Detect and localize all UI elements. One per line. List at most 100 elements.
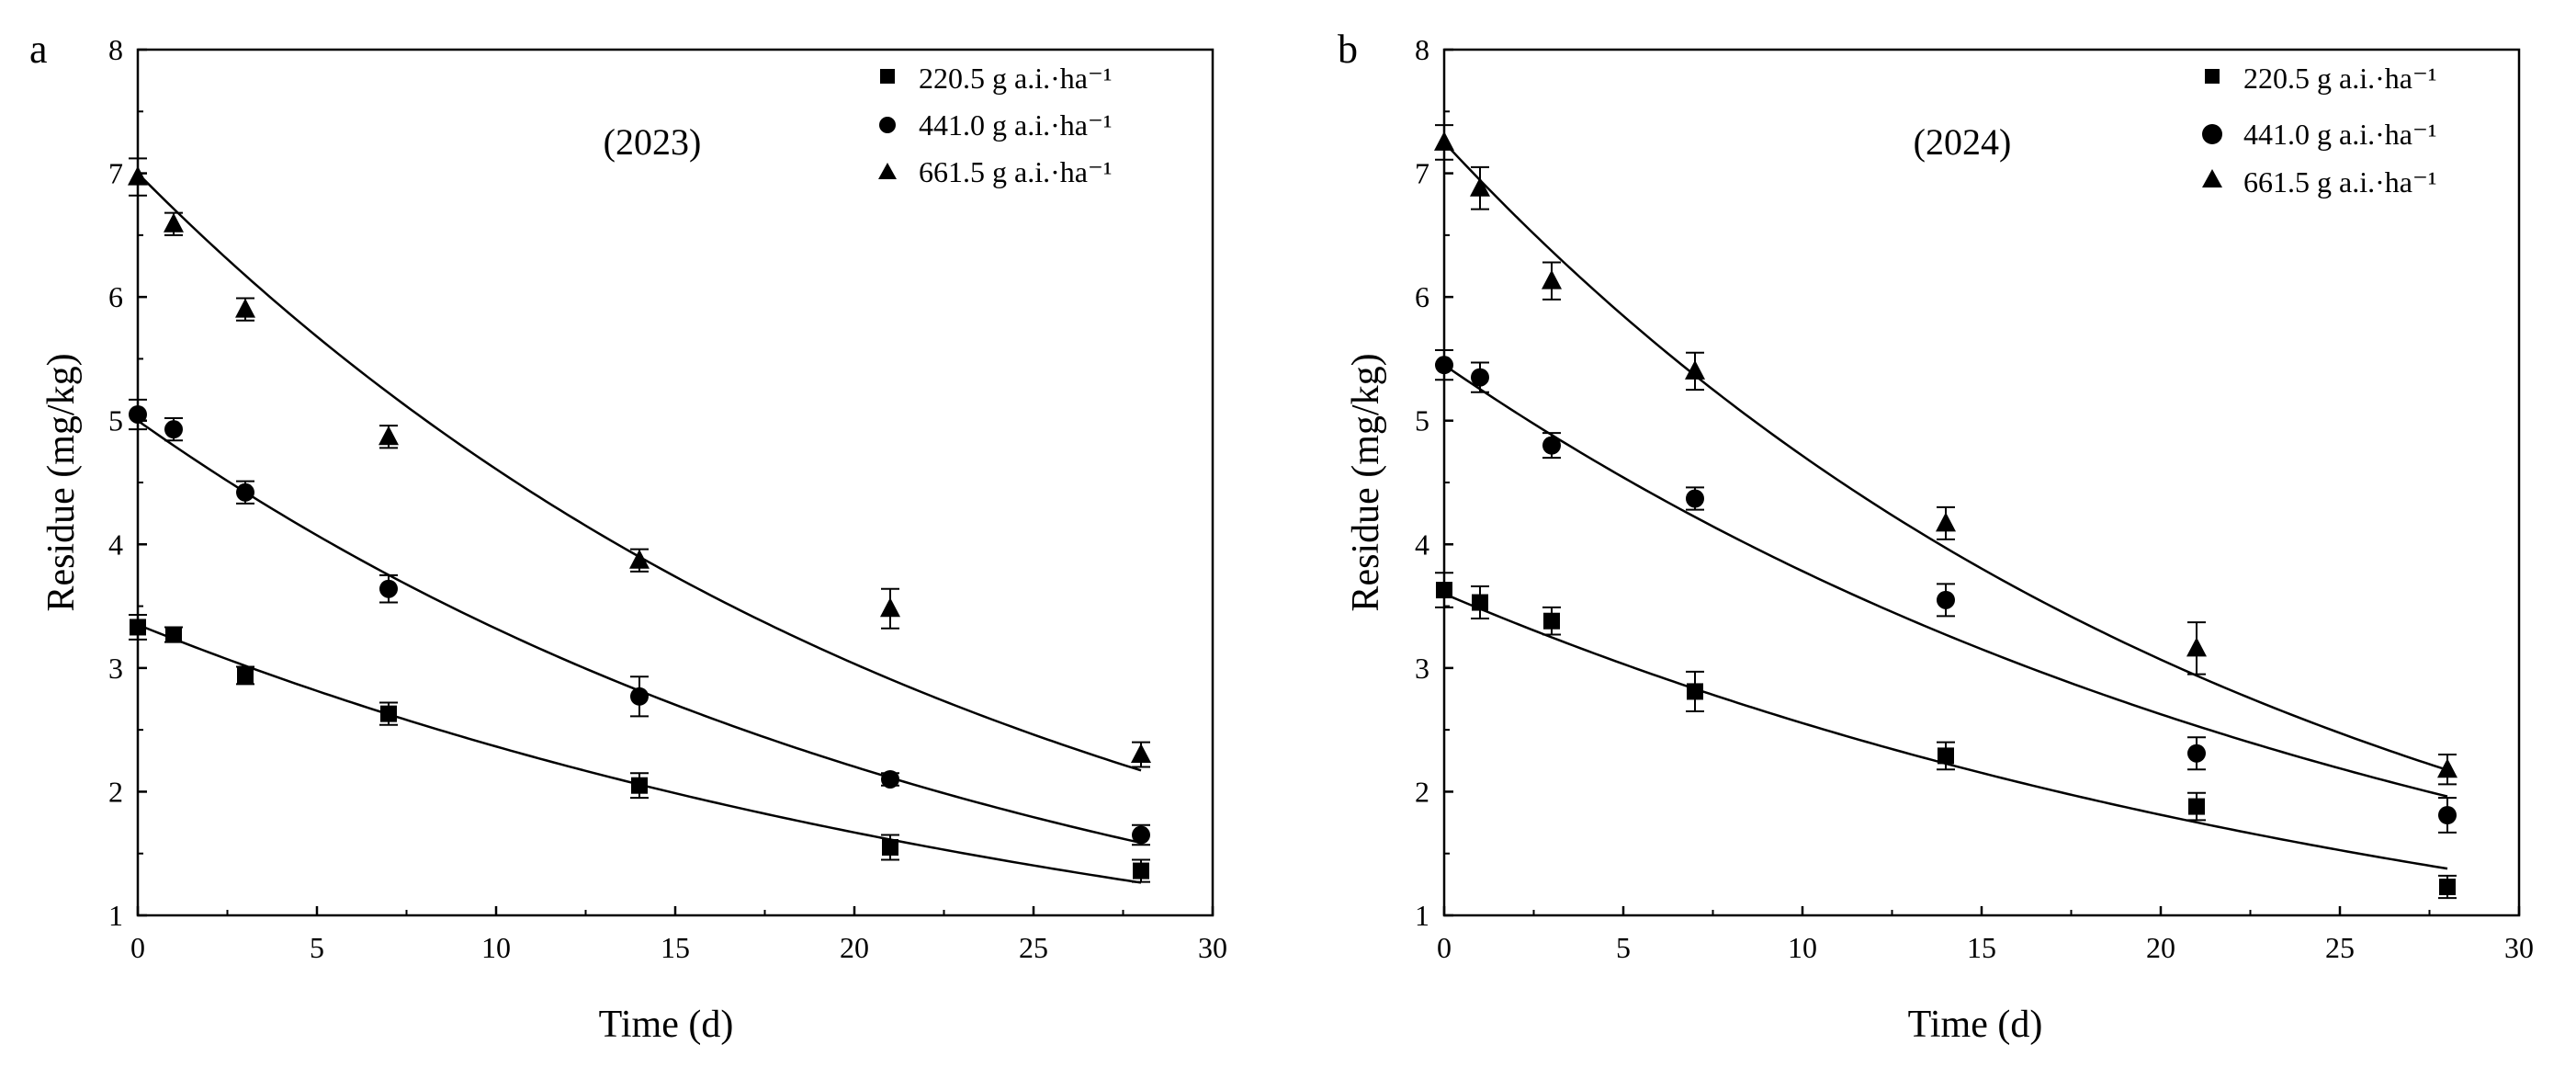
- data-point-triangle: [1542, 269, 1562, 289]
- x-tick-label: 25: [1019, 931, 1048, 964]
- data-point-square: [882, 838, 898, 856]
- data-point-triangle: [2186, 637, 2207, 657]
- data-point-circle: [1471, 368, 1489, 387]
- data-point-circle: [2438, 805, 2457, 824]
- x-tick-label: 10: [481, 931, 511, 964]
- error-bars: [1435, 124, 2457, 900]
- y-tick-label: 1: [1415, 899, 1429, 932]
- data-point-square: [165, 626, 182, 643]
- x-tick-label: 10: [1788, 931, 1817, 964]
- y-tick-label: 3: [1415, 652, 1429, 685]
- y-axis-ticks: 1 2 3 4 5 6 7 8: [108, 33, 147, 932]
- fit-curve: [137, 623, 1142, 884]
- data-point-square: [237, 666, 254, 684]
- x-tick-label: 0: [130, 931, 145, 964]
- y-tick-label: 7: [1415, 157, 1429, 190]
- data-point-triangle: [1434, 131, 1454, 151]
- legend-entry: 441.0 g a.i.·ha⁻¹: [2202, 118, 2436, 151]
- x-axis-label: Time (d): [1908, 1004, 2043, 1046]
- legend-entry: 441.0 g a.i.·ha⁻¹: [879, 108, 1112, 142]
- x-tick-label: 20: [2146, 931, 2175, 964]
- error-bars: [129, 157, 1150, 883]
- legend-circle-marker: [2202, 124, 2222, 144]
- legend-entry: 220.5 g a.i.·ha⁻¹: [880, 62, 1112, 95]
- x-axis-ticks: 0 5 10 15 20 25 30: [130, 906, 1227, 964]
- data-point-circle: [236, 482, 254, 502]
- x-tick-label: 5: [1616, 931, 1631, 964]
- legend-square-marker: [2205, 69, 2220, 84]
- legend-circle-marker: [879, 117, 896, 133]
- chart-title: (2024): [1914, 121, 2012, 163]
- data-point-square: [1133, 862, 1149, 880]
- x-tick-label: 30: [2504, 931, 2534, 964]
- data-point-triangle: [629, 549, 650, 569]
- data-points: [1434, 131, 2457, 896]
- y-tick-label: 3: [108, 652, 123, 685]
- y-axis-ticks: 1 2 3 4 5 6 7 8: [1415, 33, 1453, 932]
- data-point-square: [380, 705, 397, 722]
- data-point-square: [130, 619, 146, 636]
- fit-curve: [1443, 142, 2448, 772]
- x-tick-label: 15: [661, 931, 690, 964]
- x-tick-label: 0: [1437, 931, 1452, 964]
- data-point-triangle: [164, 212, 184, 233]
- panel-label: a: [29, 27, 48, 72]
- data-point-circle: [129, 404, 147, 424]
- data-point-square: [1543, 612, 1560, 630]
- data-point-triangle: [1470, 176, 1490, 197]
- chart-panel-b: b 1 2 3 4 5 6 7 8 0 5 10 15 20 25 30 (2024) Residue (…: [1338, 27, 2534, 1046]
- x-tick-label: 5: [310, 931, 324, 964]
- fit-curve: [1443, 364, 2448, 798]
- y-tick-label: 8: [108, 33, 123, 66]
- data-point-triangle: [235, 298, 255, 318]
- data-point-circle: [2187, 743, 2206, 763]
- x-axis-ticks: 0 5 10 15 20 25 30: [1437, 906, 2534, 964]
- chart-title: (2023): [604, 121, 702, 163]
- y-axis-label: Residue (mg/kg): [40, 353, 83, 611]
- y-tick-label: 6: [108, 280, 123, 313]
- x-tick-label: 30: [1198, 931, 1227, 964]
- legend: 220.5 g a.i.·ha⁻¹ 441.0 g a.i.·ha⁻¹ 661.…: [2202, 62, 2436, 199]
- legend-triangle-marker: [878, 163, 897, 179]
- legend-label: 441.0 g a.i.·ha⁻¹: [2243, 118, 2436, 151]
- legend-entry: 661.5 g a.i.·ha⁻¹: [2202, 165, 2436, 199]
- data-point-circle: [1435, 356, 1453, 375]
- data-point-square: [1938, 747, 1954, 765]
- legend-label: 661.5 g a.i.·ha⁻¹: [919, 155, 1112, 188]
- legend-label: 220.5 g a.i.·ha⁻¹: [919, 62, 1112, 95]
- legend-square-marker: [880, 69, 895, 84]
- y-tick-label: 7: [108, 157, 123, 190]
- data-point-square: [1436, 582, 1452, 599]
- legend-entry: 220.5 g a.i.·ha⁻¹: [2205, 62, 2436, 95]
- y-tick-label: 5: [108, 404, 123, 437]
- legend-entry: 661.5 g a.i.·ha⁻¹: [878, 155, 1112, 188]
- data-point-square: [1687, 683, 1703, 700]
- y-tick-label: 2: [1415, 775, 1429, 808]
- y-tick-label: 5: [1415, 404, 1429, 437]
- data-point-circle: [1686, 489, 1704, 508]
- y-tick-label: 1: [108, 899, 123, 932]
- legend: 220.5 g a.i.·ha⁻¹ 441.0 g a.i.·ha⁻¹ 661.…: [878, 62, 1112, 188]
- data-point-square: [2188, 798, 2205, 815]
- data-points: [128, 165, 1151, 880]
- data-point-triangle: [1936, 512, 1956, 532]
- x-tick-label: 20: [840, 931, 869, 964]
- y-tick-label: 8: [1415, 33, 1429, 66]
- x-axis-label: Time (d): [599, 1004, 734, 1046]
- data-point-circle: [164, 420, 183, 439]
- data-point-circle: [630, 687, 649, 706]
- data-point-triangle: [128, 165, 148, 186]
- chart-panel-a: a 1 2 3 4 5 6 7 8 0 5 10 15 20 25 30 (2023) Residue (…: [29, 27, 1227, 1046]
- legend-label: 441.0 g a.i.·ha⁻¹: [919, 108, 1112, 142]
- data-point-circle: [379, 579, 398, 598]
- data-point-triangle: [1685, 359, 1705, 380]
- data-point-circle: [1132, 825, 1150, 845]
- y-axis-label: Residue (mg/kg): [1345, 353, 1387, 611]
- data-point-circle: [1542, 436, 1561, 455]
- data-point-square: [1472, 594, 1488, 611]
- panel-label: b: [1338, 27, 1358, 72]
- x-tick-label: 25: [2325, 931, 2355, 964]
- data-point-triangle: [1131, 743, 1151, 764]
- y-tick-label: 2: [108, 775, 123, 808]
